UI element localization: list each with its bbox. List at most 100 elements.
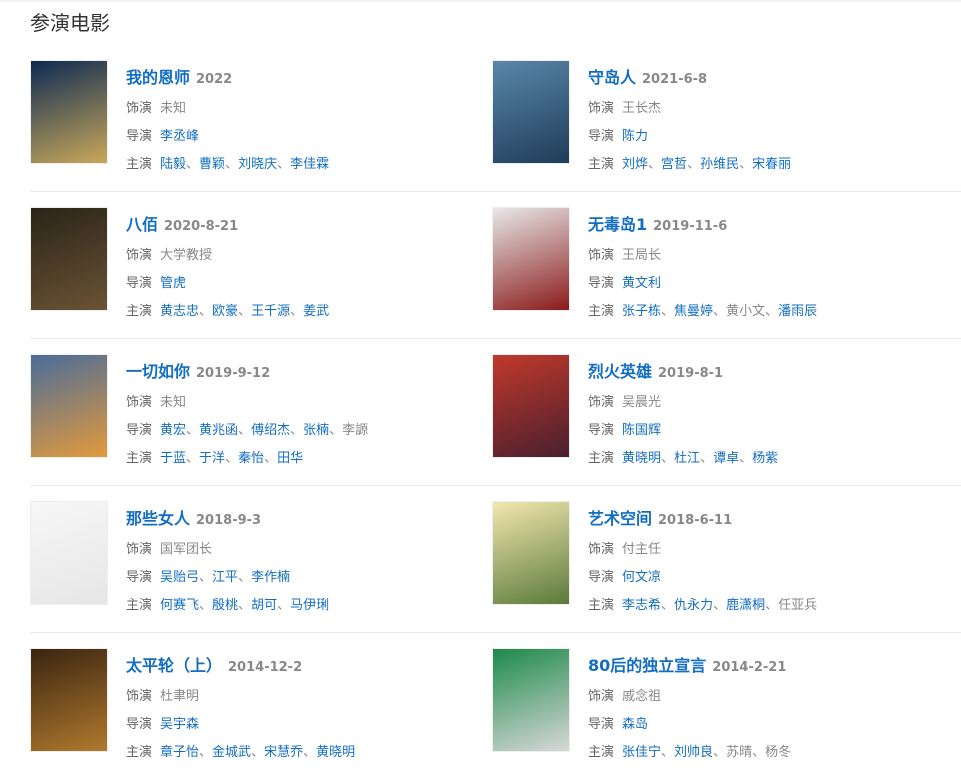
movie-title-link[interactable]: 艺术空间 bbox=[588, 509, 653, 528]
person-link[interactable]: 章子怡 bbox=[160, 745, 200, 760]
director-label: 导演 bbox=[588, 570, 615, 585]
movie-poster[interactable] bbox=[30, 60, 108, 164]
person-link[interactable]: 曹颖 bbox=[199, 157, 226, 172]
title-line: 八佰 2020-8-21 bbox=[126, 211, 329, 235]
name-separator: 、 bbox=[752, 745, 766, 760]
person-link[interactable]: 李作楠 bbox=[251, 570, 291, 585]
person-name: 杨冬 bbox=[765, 745, 792, 760]
person-link[interactable]: 张楠 bbox=[303, 423, 330, 438]
person-link[interactable]: 黄文利 bbox=[622, 276, 662, 291]
role-value: 戚念祖 bbox=[622, 689, 662, 704]
movie-poster[interactable] bbox=[492, 207, 570, 311]
person-link[interactable]: 王千源 bbox=[251, 304, 291, 319]
director-row: 导演 管虎 bbox=[126, 272, 329, 291]
name-separator: 、 bbox=[264, 451, 278, 466]
person-link[interactable]: 宋慧乔 bbox=[264, 745, 304, 760]
person-link[interactable]: 宋春丽 bbox=[752, 157, 792, 172]
name-separator: 、 bbox=[713, 598, 727, 613]
person-link[interactable]: 张子栋 bbox=[622, 304, 662, 319]
movie-title-link[interactable]: 一切如你 bbox=[126, 362, 191, 381]
name-separator: 、 bbox=[199, 598, 213, 613]
person-link[interactable]: 傅绍杰 bbox=[251, 423, 291, 438]
person-link[interactable]: 刘烨 bbox=[622, 157, 649, 172]
movie-release-date: 2014-12-2 bbox=[228, 660, 303, 675]
person-link[interactable]: 金城武 bbox=[212, 745, 252, 760]
movie-title-link[interactable]: 守岛人 bbox=[588, 68, 637, 87]
director-row: 导演 吴贻弓、江平、李作楠 bbox=[126, 566, 329, 585]
movie-poster[interactable] bbox=[30, 648, 108, 752]
name-separator: 、 bbox=[277, 157, 291, 172]
person-link[interactable]: 张佳宁 bbox=[622, 745, 662, 760]
person-link[interactable]: 于洋 bbox=[199, 451, 226, 466]
name-separator: 、 bbox=[186, 451, 200, 466]
person-link[interactable]: 仇永力 bbox=[674, 598, 714, 613]
movie-poster[interactable] bbox=[492, 648, 570, 752]
movie-poster[interactable] bbox=[30, 207, 108, 311]
person-link[interactable]: 江平 bbox=[212, 570, 239, 585]
person-link[interactable]: 秦怡 bbox=[238, 451, 265, 466]
person-link[interactable]: 李志希 bbox=[622, 598, 662, 613]
person-link[interactable]: 欧豪 bbox=[212, 304, 239, 319]
person-link[interactable]: 于蓝 bbox=[160, 451, 187, 466]
name-separator: 、 bbox=[713, 304, 727, 319]
name-separator: 、 bbox=[765, 598, 779, 613]
movie-title-link[interactable]: 那些女人 bbox=[126, 509, 191, 528]
person-link[interactable]: 管虎 bbox=[160, 276, 187, 291]
cast-row: 主演 黄晓明、杜江、谭卓、杨紫 bbox=[588, 447, 778, 466]
title-line: 艺术空间 2018-6-11 bbox=[588, 505, 817, 529]
person-link[interactable]: 杜江 bbox=[674, 451, 701, 466]
person-link[interactable]: 胡可 bbox=[251, 598, 278, 613]
movie-title-link[interactable]: 无毒岛1 bbox=[588, 215, 648, 234]
person-link[interactable]: 潘雨辰 bbox=[778, 304, 818, 319]
person-link[interactable]: 谭卓 bbox=[713, 451, 740, 466]
movie-title-link[interactable]: 烈火英雄 bbox=[588, 362, 653, 381]
person-link[interactable]: 姜武 bbox=[303, 304, 330, 319]
movie-title-link[interactable]: 太平轮（上） bbox=[126, 656, 223, 675]
person-link[interactable]: 焦曼婷 bbox=[674, 304, 714, 319]
person-link[interactable]: 陈国辉 bbox=[622, 423, 662, 438]
person-link[interactable]: 田华 bbox=[277, 451, 304, 466]
title-line: 太平轮（上） 2014-12-2 bbox=[126, 652, 355, 676]
person-link[interactable]: 黄志忠 bbox=[160, 304, 200, 319]
cast-row: 主演 黄志忠、欧豪、王千源、姜武 bbox=[126, 300, 329, 319]
person-link[interactable]: 黄兆函 bbox=[199, 423, 239, 438]
person-link[interactable]: 刘晓庆 bbox=[238, 157, 278, 172]
movie-poster[interactable] bbox=[30, 354, 108, 458]
person-link[interactable]: 吴宇森 bbox=[160, 717, 200, 732]
person-link[interactable]: 刘帅良 bbox=[674, 745, 714, 760]
person-link[interactable]: 何赛飞 bbox=[160, 598, 200, 613]
director-label: 导演 bbox=[126, 717, 153, 732]
title-line: 我的恩师 2022 bbox=[126, 64, 329, 88]
person-link[interactable]: 宫哲 bbox=[661, 157, 688, 172]
role-value: 杜聿明 bbox=[160, 689, 200, 704]
movie-title-link[interactable]: 八佰 bbox=[126, 215, 159, 234]
person-link[interactable]: 黄宏 bbox=[160, 423, 187, 438]
movie-poster[interactable] bbox=[492, 501, 570, 605]
role-value: 吴晨光 bbox=[622, 395, 662, 410]
person-link[interactable]: 森岛 bbox=[622, 717, 649, 732]
person-link[interactable]: 孙维民 bbox=[700, 157, 740, 172]
person-link[interactable]: 黄晓明 bbox=[316, 745, 356, 760]
person-link[interactable]: 陆毅 bbox=[160, 157, 187, 172]
movie-poster[interactable] bbox=[492, 60, 570, 164]
cast-label: 主演 bbox=[588, 157, 615, 172]
person-link[interactable]: 杨紫 bbox=[752, 451, 779, 466]
person-link[interactable]: 马伊琍 bbox=[290, 598, 330, 613]
person-link[interactable]: 黄晓明 bbox=[622, 451, 662, 466]
person-link[interactable]: 吴贻弓 bbox=[160, 570, 200, 585]
movie-release-date: 2020-8-21 bbox=[164, 219, 239, 234]
person-link[interactable]: 何文凉 bbox=[622, 570, 662, 585]
movie-title-link[interactable]: 我的恩师 bbox=[126, 68, 191, 87]
movie-poster[interactable] bbox=[492, 354, 570, 458]
movie-poster[interactable] bbox=[30, 501, 108, 605]
name-separator: 、 bbox=[661, 304, 675, 319]
movie-title-link[interactable]: 80后的独立宣言 bbox=[588, 656, 707, 675]
person-link[interactable]: 陈力 bbox=[622, 129, 649, 144]
person-link[interactable]: 李佳霖 bbox=[290, 157, 330, 172]
movie-item: 一切如你 2019-9-12 饰演 未知 导演 黄宏、黄兆函、傅绍杰、张楠、李謜 主演 于蓝、… bbox=[30, 339, 500, 486]
person-link[interactable]: 殷桃 bbox=[212, 598, 239, 613]
cast-label: 主演 bbox=[588, 304, 615, 319]
person-link[interactable]: 鹿潇桐 bbox=[726, 598, 766, 613]
person-link[interactable]: 李丞峰 bbox=[160, 129, 200, 144]
movie-info: 艺术空间 2018-6-11 饰演 付主任 导演 何文凉 主演 李志希、仇永力、鹿潇桐、任亚兵 bbox=[588, 505, 817, 613]
